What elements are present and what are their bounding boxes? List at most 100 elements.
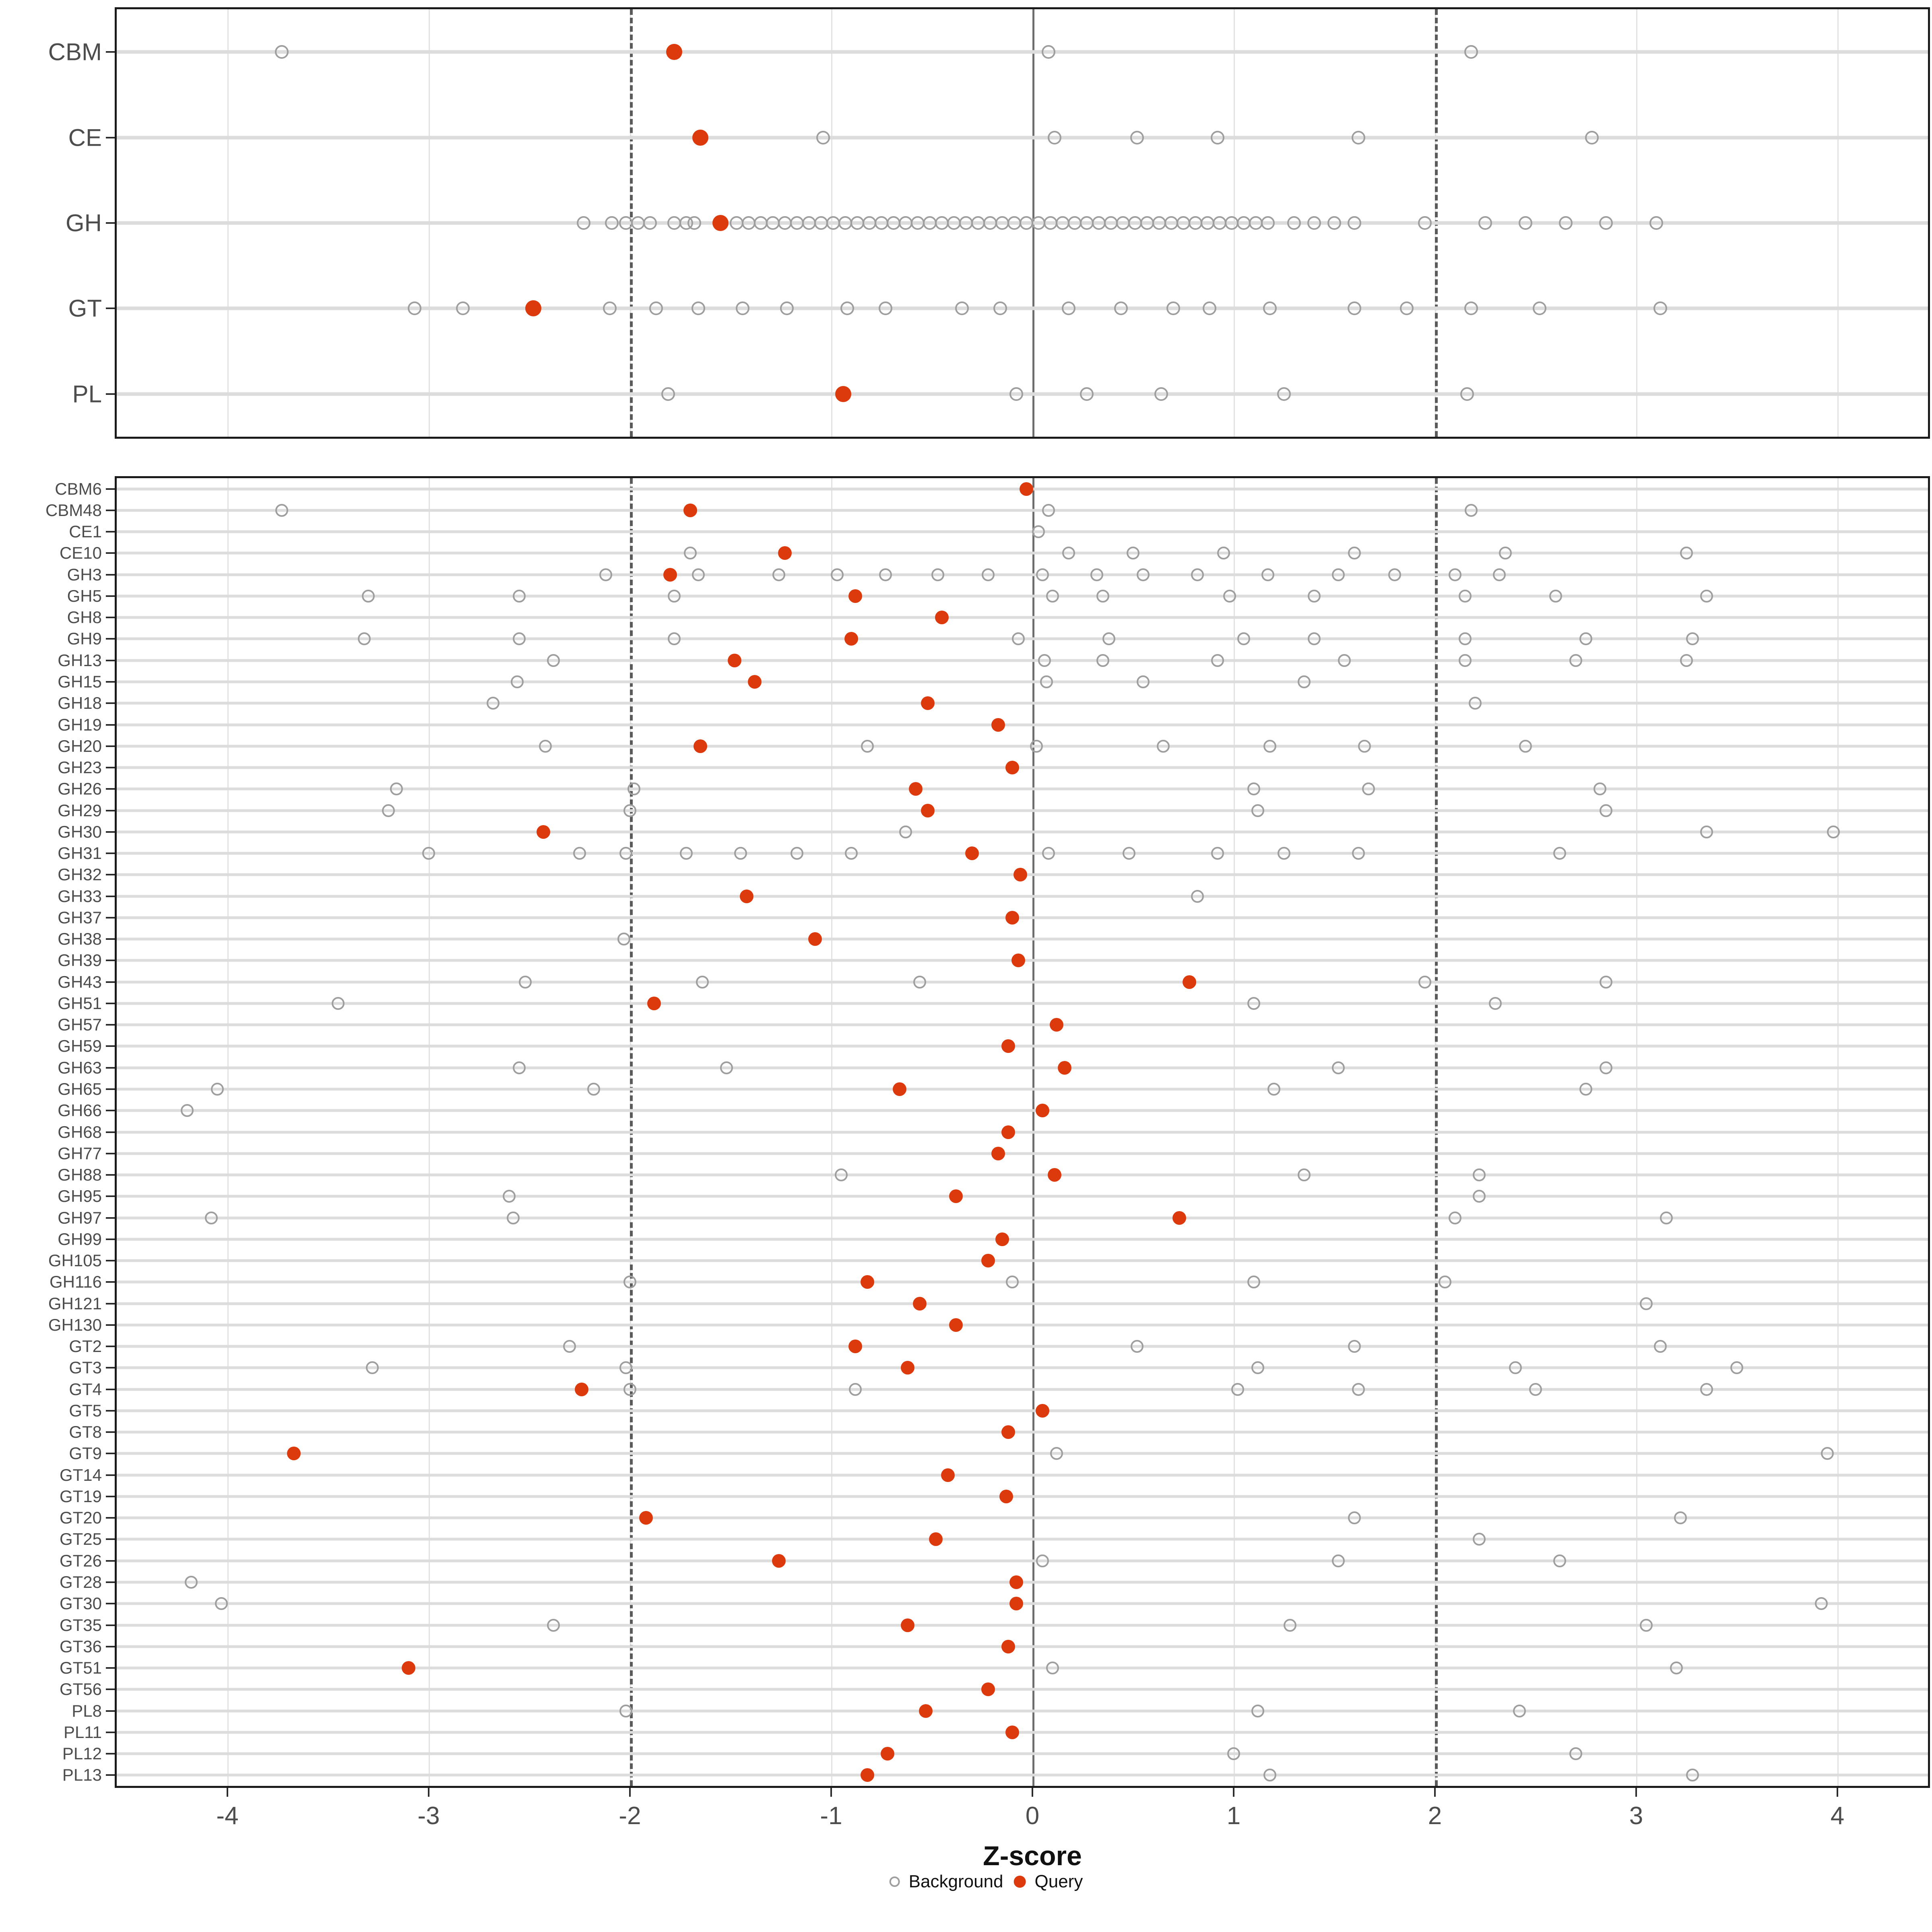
data-point-query[interactable]: [901, 1361, 914, 1375]
data-point-background[interactable]: [513, 589, 526, 603]
data-point-query[interactable]: [402, 1661, 415, 1675]
data-point-background[interactable]: [790, 216, 804, 230]
data-point-background[interactable]: [1827, 825, 1840, 838]
data-point-background[interactable]: [617, 933, 630, 946]
data-point-query[interactable]: [901, 1618, 914, 1632]
data-point-background[interactable]: [1700, 1383, 1713, 1396]
data-point-background[interactable]: [1332, 568, 1345, 581]
data-point-background[interactable]: [1247, 1276, 1260, 1289]
data-point-background[interactable]: [1459, 589, 1472, 603]
data-point-background[interactable]: [1096, 654, 1109, 667]
legend-item-query[interactable]: Query: [1013, 1872, 1083, 1892]
data-point-background[interactable]: [627, 782, 640, 796]
data-point-background[interactable]: [1278, 847, 1290, 860]
data-point-background[interactable]: [1473, 1168, 1486, 1182]
data-point-background[interactable]: [362, 589, 375, 603]
data-point-background[interactable]: [983, 216, 997, 230]
data-point-background[interactable]: [1352, 1383, 1365, 1396]
data-point-background[interactable]: [487, 697, 500, 710]
data-point-background[interactable]: [1465, 504, 1478, 517]
data-point-background[interactable]: [181, 1104, 194, 1117]
data-point-query[interactable]: [1001, 1425, 1015, 1439]
data-point-query[interactable]: [848, 1340, 862, 1354]
data-point-background[interactable]: [899, 216, 912, 230]
data-point-background[interactable]: [511, 675, 524, 688]
data-point-background[interactable]: [879, 568, 892, 581]
data-point-background[interactable]: [1030, 739, 1043, 753]
data-point-background[interactable]: [1352, 130, 1365, 144]
data-point-background[interactable]: [1263, 739, 1276, 753]
data-point-background[interactable]: [935, 216, 949, 230]
data-point-background[interactable]: [1358, 739, 1371, 753]
data-point-background[interactable]: [1042, 45, 1055, 59]
data-point-query[interactable]: [287, 1447, 301, 1461]
data-point-background[interactable]: [835, 1168, 848, 1182]
data-point-background[interactable]: [1418, 975, 1431, 989]
data-point-query[interactable]: [965, 846, 979, 861]
data-point-background[interactable]: [1464, 45, 1478, 59]
data-point-query[interactable]: [1036, 1104, 1049, 1118]
data-point-background[interactable]: [1249, 216, 1263, 230]
data-point-background[interactable]: [995, 216, 1009, 230]
data-point-query[interactable]: [537, 825, 550, 839]
data-point-background[interactable]: [211, 1082, 224, 1096]
data-point-background[interactable]: [1114, 301, 1128, 316]
data-point-background[interactable]: [1599, 216, 1613, 230]
data-point-background[interactable]: [623, 804, 636, 817]
data-point-background[interactable]: [1038, 654, 1051, 667]
data-point-background[interactable]: [913, 975, 926, 989]
data-point-background[interactable]: [955, 301, 969, 316]
data-point-background[interactable]: [1211, 654, 1224, 667]
data-point-background[interactable]: [1092, 216, 1106, 230]
data-point-query[interactable]: [1009, 1597, 1023, 1611]
data-point-background[interactable]: [1478, 216, 1492, 230]
data-point-background[interactable]: [696, 975, 709, 989]
data-point-background[interactable]: [1189, 216, 1202, 230]
data-point-background[interactable]: [205, 1211, 218, 1224]
data-point-background[interactable]: [1553, 847, 1566, 860]
data-point-background[interactable]: [1593, 782, 1606, 796]
data-point-query[interactable]: [921, 803, 935, 817]
data-point-query[interactable]: [1005, 1725, 1019, 1739]
data-point-background[interactable]: [845, 847, 858, 860]
data-point-background[interactable]: [1040, 675, 1053, 688]
data-point-background[interactable]: [1062, 301, 1075, 316]
data-point-background[interactable]: [1140, 216, 1154, 230]
data-point-background[interactable]: [734, 847, 747, 860]
data-point-query[interactable]: [666, 44, 682, 60]
data-point-background[interactable]: [1130, 130, 1144, 144]
data-point-query[interactable]: [692, 129, 708, 146]
data-point-background[interactable]: [993, 301, 1007, 316]
data-point-query[interactable]: [913, 1296, 927, 1311]
data-point-query[interactable]: [848, 589, 862, 603]
data-point-background[interactable]: [1686, 632, 1699, 646]
data-point-query[interactable]: [949, 1318, 963, 1332]
data-point-background[interactable]: [720, 1061, 733, 1074]
data-point-query[interactable]: [893, 1082, 906, 1096]
data-point-query[interactable]: [683, 503, 697, 517]
data-point-background[interactable]: [1261, 216, 1275, 230]
data-point-background[interactable]: [1284, 1618, 1296, 1632]
data-point-background[interactable]: [1213, 216, 1226, 230]
data-point-background[interactable]: [1418, 216, 1432, 230]
data-point-background[interactable]: [1042, 847, 1055, 860]
data-point-background[interactable]: [1263, 301, 1277, 316]
data-point-background[interactable]: [1459, 632, 1472, 646]
data-point-background[interactable]: [1680, 547, 1693, 560]
data-point-query[interactable]: [1005, 761, 1019, 775]
data-point-background[interactable]: [1348, 547, 1361, 560]
data-point-background[interactable]: [382, 804, 395, 817]
data-point-background[interactable]: [730, 216, 743, 230]
data-point-background[interactable]: [1493, 568, 1506, 581]
data-point-background[interactable]: [1533, 301, 1546, 316]
data-point-query[interactable]: [1001, 1125, 1015, 1139]
data-point-background[interactable]: [1080, 387, 1094, 401]
data-point-background[interactable]: [1287, 216, 1301, 230]
data-point-background[interactable]: [1263, 1769, 1276, 1782]
data-point-background[interactable]: [840, 301, 854, 316]
data-point-background[interactable]: [1509, 1361, 1522, 1375]
data-point-query[interactable]: [639, 1511, 653, 1525]
data-point-query[interactable]: [1036, 1404, 1049, 1418]
data-point-background[interactable]: [332, 997, 345, 1010]
data-point-background[interactable]: [456, 301, 470, 316]
